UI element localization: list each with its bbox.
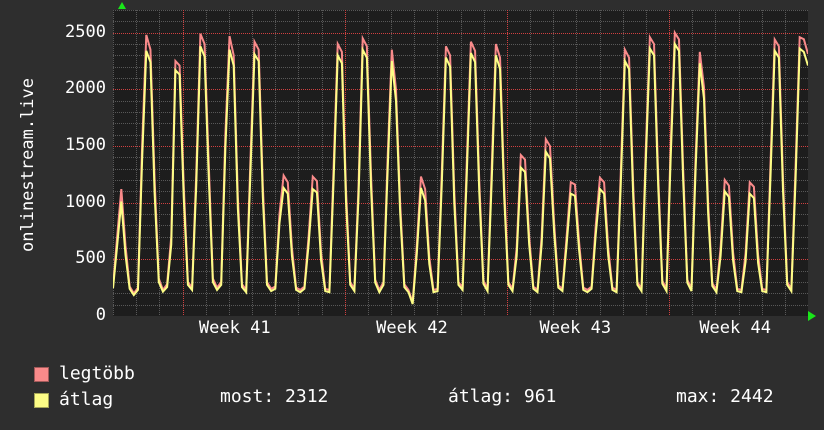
- legend-item-legtobb[interactable]: legtöbb: [34, 362, 135, 386]
- legend-label-atlag: átlag: [59, 389, 114, 410]
- max-series-line: [113, 29, 808, 303]
- legend-label-legtobb: legtöbb: [59, 363, 135, 384]
- y-tick-1500: 1500: [65, 135, 106, 155]
- stat-current: most: 2312: [220, 386, 329, 407]
- x-tick-week-42: Week 42: [376, 318, 448, 338]
- stat-average: átlag: 961: [448, 386, 557, 407]
- x-axis-arrow-icon: [808, 311, 816, 321]
- y-axis-tick-labels: 0 500 1000 1500 2000 2500: [0, 0, 106, 430]
- stat-maximum: max: 2442: [676, 386, 774, 407]
- y-axis-arrow-icon: [118, 2, 126, 9]
- legend: legtöbb átlag most: 2312 átlag: 961 max:…: [0, 358, 824, 430]
- x-tick-week-43: Week 43: [539, 318, 612, 338]
- legend-item-atlag[interactable]: átlag: [34, 388, 113, 412]
- x-tick-week-44: Week 44: [699, 318, 771, 338]
- legend-swatch-legtobb: [34, 366, 49, 382]
- y-tick-1000: 1000: [65, 191, 106, 212]
- avg-series-line: [113, 40, 808, 305]
- legend-swatch-atlag: [34, 392, 49, 408]
- y-tick-2500: 2500: [65, 21, 106, 42]
- x-tick-week-41: Week 41: [198, 318, 271, 338]
- y-tick-500: 500: [75, 248, 106, 269]
- plot-area[interactable]: [113, 10, 808, 316]
- y-tick-0: 0: [95, 305, 106, 325]
- y-tick-2000: 2000: [65, 78, 106, 99]
- chart-svg: [113, 10, 808, 316]
- minor-gridlines: [113, 10, 808, 316]
